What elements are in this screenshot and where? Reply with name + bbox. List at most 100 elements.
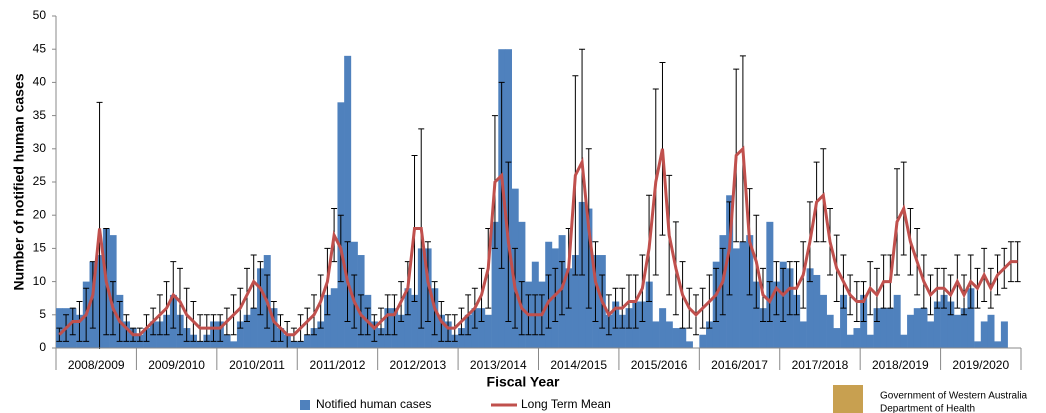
x-tick-label: 2008/2009 <box>68 358 125 372</box>
bar <box>297 341 305 348</box>
bar <box>324 294 332 348</box>
bar <box>793 294 801 348</box>
y-tick-label: 50 <box>33 8 47 22</box>
bar <box>846 334 854 348</box>
bar <box>819 294 827 348</box>
bar <box>947 301 955 348</box>
bar <box>685 341 693 348</box>
bar <box>652 321 660 348</box>
bar <box>940 294 948 348</box>
bar <box>458 328 466 348</box>
bar <box>900 334 908 348</box>
bar <box>927 321 935 348</box>
y-tick-label: 30 <box>33 141 47 155</box>
bar <box>853 328 861 348</box>
bar <box>806 268 814 348</box>
bar <box>236 321 244 348</box>
x-tick-label: 2009/2010 <box>148 358 205 372</box>
y-tick-label: 45 <box>33 41 47 55</box>
bar <box>994 341 1002 348</box>
error-bar <box>1014 241 1021 283</box>
bar <box>639 301 647 348</box>
bar <box>344 55 352 349</box>
bar <box>230 341 238 348</box>
y-tick-label: 35 <box>33 108 47 122</box>
x-tick-label: 2011/2012 <box>310 358 366 372</box>
mean-line <box>58 145 1018 337</box>
logo-text: Department of Health <box>880 404 975 413</box>
plot-area <box>56 48 1021 349</box>
bar <box>196 341 204 348</box>
bar <box>317 321 325 348</box>
bar <box>290 341 298 348</box>
bar <box>645 281 653 348</box>
bar <box>732 248 740 348</box>
bar <box>618 314 626 348</box>
bar <box>739 241 747 348</box>
bar <box>893 294 901 348</box>
x-tick-label: 2019/2020 <box>952 358 1009 372</box>
bar <box>759 308 767 348</box>
x-tick-label: 2010/2011 <box>229 358 285 372</box>
bar <box>706 321 714 348</box>
y-tick-label: 10 <box>33 274 47 288</box>
x-tick-label: 2013/2014 <box>470 358 527 372</box>
x-axis-label: Fiscal Year <box>487 374 560 390</box>
bar <box>659 308 667 348</box>
bar <box>813 274 821 348</box>
bar <box>866 334 874 348</box>
y-tick-label: 20 <box>33 207 47 221</box>
bar <box>933 301 941 348</box>
bar <box>672 328 680 348</box>
bar <box>913 308 921 348</box>
bar <box>397 314 405 348</box>
legend-label: Notified human cases <box>316 397 431 411</box>
legend-swatch <box>300 400 310 410</box>
bar <box>980 321 988 348</box>
y-axis-label: Number of notified human cases <box>11 73 27 290</box>
bar <box>250 308 258 348</box>
bar <box>223 334 231 348</box>
bar <box>484 314 492 348</box>
bar <box>310 328 318 348</box>
bar <box>967 288 975 348</box>
bar <box>826 314 834 348</box>
bar <box>699 334 707 348</box>
bar <box>987 314 995 348</box>
bar <box>953 314 961 348</box>
bar <box>243 314 251 348</box>
bar <box>1000 321 1008 348</box>
legend-label: Long Term Mean <box>521 397 611 411</box>
y-tick-label: 5 <box>39 307 46 321</box>
x-tick-label: 2014/2015 <box>550 358 607 372</box>
logo-text: Government of Western Australia <box>880 391 1028 402</box>
bar <box>886 308 894 348</box>
x-tick-label: 2016/2017 <box>711 358 768 372</box>
bar <box>377 328 385 348</box>
bar <box>873 308 881 348</box>
bar <box>960 308 968 348</box>
bar <box>840 294 848 348</box>
bar <box>752 281 760 348</box>
x-tick-label: 2015/2016 <box>631 358 688 372</box>
x-tick-label: 2018/2019 <box>872 358 929 372</box>
bar <box>478 308 486 348</box>
bar <box>920 308 928 348</box>
bar <box>491 221 499 348</box>
bar <box>679 328 687 348</box>
logo-emblem <box>833 385 863 413</box>
bar <box>799 321 807 348</box>
bar <box>907 314 915 348</box>
x-tick-label: 2017/2018 <box>792 358 849 372</box>
x-tick-label: 2012/2013 <box>390 358 447 372</box>
bar <box>880 308 888 348</box>
bar <box>974 341 982 348</box>
bar <box>303 334 311 348</box>
y-tick-label: 15 <box>33 241 47 255</box>
bar <box>404 288 412 348</box>
bar <box>665 321 673 348</box>
y-tick-label: 0 <box>39 340 46 354</box>
bar <box>411 294 419 348</box>
y-tick-label: 25 <box>33 174 47 188</box>
